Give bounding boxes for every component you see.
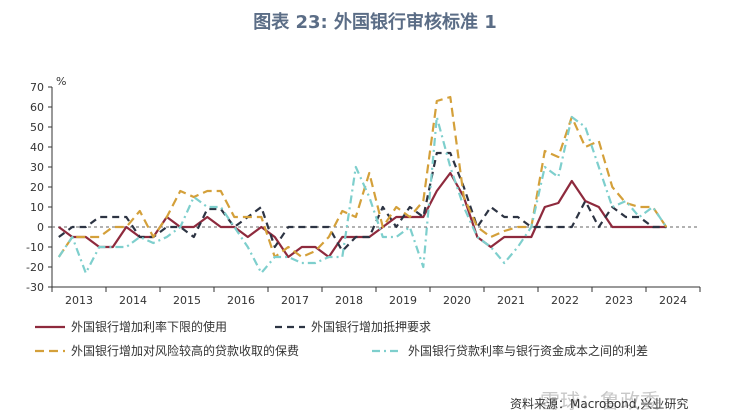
x-tick-label: 2016 (227, 294, 255, 307)
x-tick-label: 2021 (497, 294, 525, 307)
chart-title: 图表 23: 外国银行审核标准 1 (253, 11, 497, 33)
legend-label-1: 外国银行增加利率下限的使用 (71, 319, 227, 334)
chart-plot-area (57, 95, 668, 275)
y-tick-label: 20 (30, 181, 44, 194)
y-tick-label: 50 (30, 121, 44, 134)
x-tick-label: 2017 (281, 294, 309, 307)
series-line-2 (58, 151, 667, 253)
source-text: 资料来源：Macrobond,兴业研究 (510, 396, 688, 411)
series-line-3 (57, 95, 668, 259)
y-tick-label: 70 (30, 81, 44, 94)
x-tick-label: 2020 (443, 294, 471, 307)
y-tick-label: 60 (30, 101, 44, 114)
y-tick-label: -30 (26, 281, 44, 294)
x-tick-label: 2023 (605, 294, 633, 307)
y-tick-label: 40 (30, 141, 44, 154)
series-line-4 (57, 115, 668, 275)
x-tick-label: 2013 (65, 294, 93, 307)
legend-label-3: 外国银行增加对风险较高的贷款收取的保费 (71, 343, 299, 358)
y-axis-unit: % (56, 75, 66, 88)
y-tick-label: 0 (37, 221, 44, 234)
x-tick-label: 2019 (389, 294, 417, 307)
x-tick-label: 2022 (551, 294, 579, 307)
y-tick-label: -20 (26, 261, 44, 274)
legend-label-2: 外国银行增加抵押要求 (311, 320, 431, 334)
series-line-1 (58, 171, 667, 259)
x-tick-label: 2018 (335, 294, 363, 307)
chart-legend: 外国银行增加利率下限的使用 外国银行增加抵押要求外国银行增加对风险较高的贷款收取的… (35, 319, 648, 358)
x-tick-label: 2014 (119, 294, 147, 307)
y-tick-label: 30 (30, 161, 44, 174)
y-tick-label: -10 (26, 241, 44, 254)
x-tick-label: 2015 (173, 294, 201, 307)
watermark-text: 雪球：鲁政委 (540, 389, 660, 413)
y-tick-label: 10 (30, 201, 44, 214)
legend-label-4: 外国银行贷款利率与银行资金成本之间的利差 (408, 343, 648, 358)
x-tick-label: 2024 (659, 294, 687, 307)
